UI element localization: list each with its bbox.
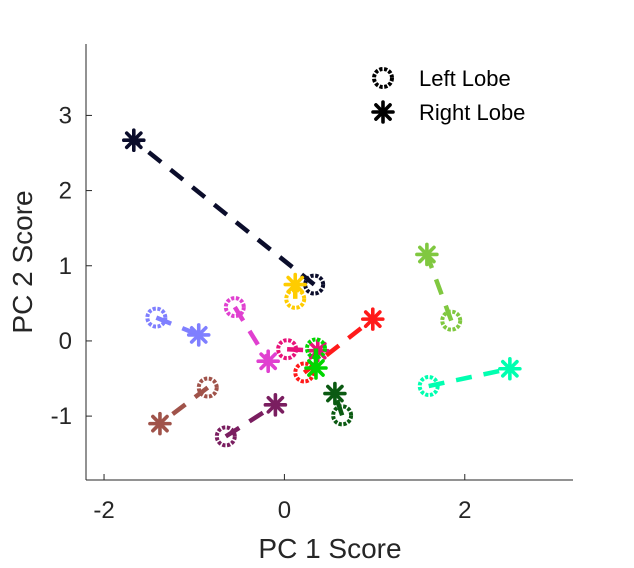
right-lobe-point [148, 411, 172, 436]
left-lobe-point [303, 273, 326, 296]
asterisk-stroke [363, 310, 382, 329]
pair-connector-line [287, 346, 318, 353]
asterisk-stroke [374, 103, 392, 121]
legend-label: Left Lobe [419, 66, 511, 91]
left-lobe-point [417, 375, 440, 398]
lobe-pair [415, 242, 463, 332]
data-series [121, 128, 522, 448]
asterisk-stroke [124, 131, 143, 150]
x-tick-label: -2 [93, 497, 114, 524]
right-lobe-point [360, 307, 385, 331]
right-lobe-point [304, 356, 328, 380]
lobe-pair [148, 376, 219, 436]
legend-circle-marker [372, 67, 394, 89]
y-tick-label: 3 [59, 102, 72, 129]
pair-connector-line [132, 138, 316, 287]
right-lobe-point [263, 393, 288, 417]
right-lobe-point [323, 381, 347, 406]
lobe-pair [121, 128, 326, 296]
legend-label: Right Lobe [419, 100, 525, 125]
pair-connector-line [155, 315, 200, 338]
pair-connector-line [428, 366, 511, 389]
pair-connector-line [232, 305, 271, 363]
asterisk-stroke [500, 359, 519, 378]
asterisk-stroke [286, 275, 305, 294]
y-tick-label: 1 [59, 253, 72, 280]
asterisk-stroke [151, 414, 169, 433]
asterisk-stroke [326, 384, 344, 403]
y-tick-label: 2 [59, 178, 72, 205]
right-lobe-point [415, 242, 439, 267]
lobe-pair [323, 381, 354, 427]
axes: -2 0 2 -1 0 1 2 3 [51, 44, 573, 524]
lobe-pair [214, 393, 288, 448]
asterisk-stroke [418, 245, 436, 264]
x-axis-label: PC 1 Score [258, 533, 401, 564]
lobe-pair [283, 272, 308, 310]
left-lobe-point [284, 287, 307, 310]
left-lobe-point [196, 376, 219, 399]
asterisk-stroke [266, 395, 285, 414]
lobe-pair [304, 337, 328, 380]
right-lobe-point [498, 356, 522, 381]
y-axis-label: PC 2 Score [7, 190, 38, 333]
x-tick-label: 0 [278, 497, 291, 524]
asterisk-stroke [189, 326, 208, 344]
left-lobe-point [276, 338, 299, 361]
left-lobe-point [223, 296, 246, 319]
legend-asterisk-marker [371, 100, 395, 124]
right-lobe-point [186, 323, 211, 347]
asterisk-stroke [307, 359, 325, 377]
x-tick-label: 2 [458, 497, 471, 524]
y-tick-label: 0 [59, 328, 72, 355]
lobe-pair [223, 296, 280, 374]
right-lobe-point [256, 349, 280, 374]
lobe-pair [145, 306, 211, 347]
left-lobe-point [145, 306, 168, 329]
y-tick-label: -1 [51, 403, 72, 430]
lobe-pair [417, 356, 522, 398]
pair-connector-line [332, 392, 345, 417]
left-lobe-point [304, 337, 327, 360]
right-lobe-point [283, 272, 308, 297]
right-lobe-point [121, 128, 146, 153]
left-lobe-point [440, 309, 463, 332]
pair-connector-line [424, 253, 454, 322]
legend: Left Lobe Right Lobe [371, 66, 525, 125]
left-lobe-point [214, 425, 237, 448]
left-lobe-point [331, 404, 354, 427]
asterisk-stroke [259, 352, 278, 371]
